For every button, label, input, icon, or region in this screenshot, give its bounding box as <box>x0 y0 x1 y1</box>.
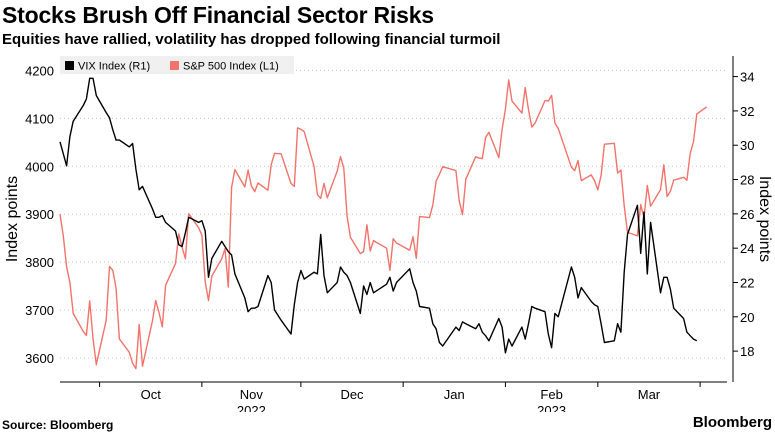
y-tick-left: 3600 <box>25 351 54 366</box>
source-note: Source: Bloomberg <box>2 418 114 432</box>
chart-title: Stocks Brush Off Financial Sector Risks <box>2 2 434 28</box>
series-line-spx <box>59 79 708 370</box>
x-tick-label: Feb <box>540 387 562 402</box>
x-tick-label: Jan <box>444 387 465 402</box>
x-tick-label: Nov <box>240 387 264 402</box>
legend-label-vix: VIX Index (R1) <box>78 61 150 73</box>
x-year-label: 2023 <box>537 403 566 412</box>
x-tick-label: Oct <box>141 387 162 402</box>
y-tick-right: 30 <box>740 138 754 153</box>
series-lines <box>59 77 708 370</box>
x-tick-label: Dec <box>340 387 364 402</box>
y-tick-right: 34 <box>740 70 754 85</box>
y-tick-right: 24 <box>740 241 754 256</box>
y-tick-right: 22 <box>740 275 754 290</box>
y-tick-right: 28 <box>740 173 754 188</box>
y-tick-left: 4200 <box>25 63 54 78</box>
y-tick-left: 3800 <box>25 255 54 270</box>
y-tick-left: 4000 <box>25 159 54 174</box>
x-tick-label: Mar <box>638 387 661 402</box>
y-tick-right: 20 <box>740 310 754 325</box>
legend: VIX Index (R1) S&P 500 Index (L1) <box>60 56 294 74</box>
y-tick-right: 18 <box>740 344 754 359</box>
axes: 3600370038003900400041004200182022242628… <box>25 56 754 412</box>
line-chart: 3600370038003900400041004200182022242628… <box>4 56 773 412</box>
legend-swatch-vix <box>65 61 74 70</box>
y-axis-label-right: Index points <box>756 176 773 262</box>
legend-label-spx: S&P 500 Index (L1) <box>183 61 279 73</box>
y-tick-left: 4100 <box>25 111 54 126</box>
legend-swatch-spx <box>170 61 179 70</box>
x-year-label: 2022 <box>237 403 266 412</box>
chart-subtitle: Equities have rallied, volatility has dr… <box>2 31 501 48</box>
y-tick-right: 32 <box>740 104 754 119</box>
bloomberg-logo: Bloomberg <box>692 414 772 431</box>
y-axis-label-left: Index points <box>4 176 21 262</box>
y-tick-right: 26 <box>740 207 754 222</box>
y-tick-left: 3900 <box>25 207 54 222</box>
series-line-vix <box>59 77 698 354</box>
y-tick-left: 3700 <box>25 303 54 318</box>
